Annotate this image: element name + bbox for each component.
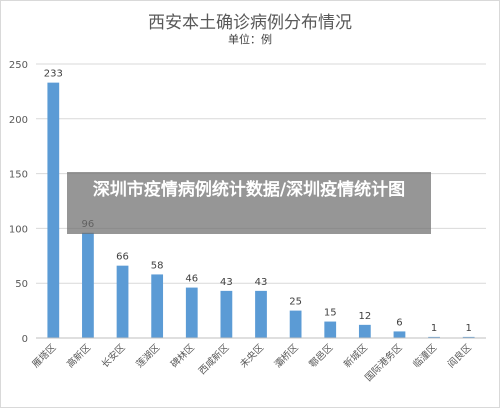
y-tick-label: 0 [22, 334, 28, 345]
bar [255, 290, 267, 338]
bar [289, 310, 302, 338]
x-tick-label: 国际港务区 [362, 341, 404, 383]
y-tick-label: 50 [15, 279, 28, 290]
data-label: 58 [151, 260, 164, 271]
data-label: 66 [116, 252, 129, 263]
x-tick-label: 灞桥区 [272, 341, 301, 370]
data-label: 6 [396, 317, 402, 328]
bar [358, 324, 371, 338]
chart-title: 西安本土确诊病例分布情况 [148, 13, 352, 33]
bar [462, 336, 475, 338]
data-label: 46 [185, 274, 198, 285]
x-tick-label: 临潼区 [411, 341, 440, 370]
y-tick-label: 100 [9, 224, 28, 235]
data-label: 12 [358, 311, 371, 322]
x-tick-label: 新城区 [341, 341, 370, 370]
bar [116, 265, 129, 338]
bar [393, 331, 406, 338]
data-label: 1 [466, 323, 472, 334]
x-tick-label: 阎良区 [445, 341, 474, 370]
x-tick-label: 莲湖区 [134, 341, 163, 370]
bar [47, 82, 60, 339]
bar [82, 232, 94, 338]
watermark-caption: 深圳市疫情病例统计数据/深圳疫情统计图 [67, 172, 431, 234]
data-label: 25 [289, 297, 302, 308]
bar [428, 336, 440, 338]
x-tick-label: 长安区 [99, 341, 128, 370]
x-tick-label: 西咸新区 [196, 341, 232, 377]
chart-subtitle: 单位：例 [228, 33, 272, 46]
x-tick-label: 鄠邑区 [307, 342, 335, 370]
bar [151, 274, 164, 338]
y-tick-label: 250 [9, 60, 28, 71]
x-tick-label: 碑林区 [168, 341, 197, 370]
y-tick-label: 200 [9, 115, 28, 126]
x-tick-label: 未央区 [237, 341, 266, 370]
data-label: 43 [220, 277, 233, 288]
data-label: 43 [255, 277, 268, 288]
x-tick-label: 雁塔区 [30, 341, 59, 370]
bar [324, 321, 337, 338]
bar [220, 290, 233, 338]
bar [185, 287, 198, 338]
data-label: 1 [431, 323, 437, 334]
data-label: 15 [324, 308, 337, 319]
y-tick-label: 150 [9, 170, 28, 181]
data-label: 233 [44, 69, 63, 80]
x-tick-label: 高新区 [64, 341, 93, 370]
